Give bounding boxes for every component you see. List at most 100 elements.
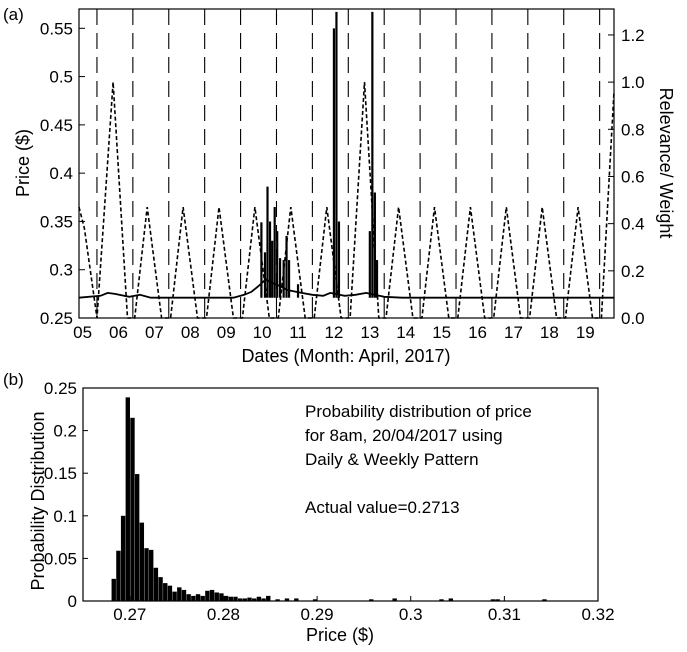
y-left-tick-label-5: 0.5 [49,68,73,87]
y-right-tick-label-5: 1.0 [621,73,645,92]
histogram-bar-12 [167,585,173,601]
histogram-bar-34 [275,599,280,601]
histogram-bar-11 [163,583,168,601]
y-tick-label-b-5: 0.25 [44,379,77,398]
histogram-bar-15 [181,589,187,601]
y-tick-label-b-4: 0.2 [53,422,77,441]
y-right-tick-label-3: 0.6 [621,167,645,186]
x-tick-label-a-13: 18 [540,323,559,342]
relevance-weight-line [78,82,615,319]
x-tick-label-a-6: 11 [289,323,307,342]
histogram-bar-41 [448,598,454,601]
y-right-tick-label-1: 0.2 [621,262,645,281]
histogram-bar-16 [186,594,191,601]
histogram-bar-8 [149,549,154,601]
histogram-bar-29 [247,597,252,601]
day-boundary-lines [96,9,601,318]
plot-frame-b [82,387,599,602]
histogram-bar-42 [490,599,496,601]
x-tick-label-a-11: 16 [468,323,487,342]
y-right-tick-label-4: 0.8 [621,120,645,139]
y-left-tick-label-4: 0.45 [40,116,73,135]
histogram-bar-32 [261,598,266,601]
histogram-bar-7 [144,548,149,601]
annotation-line-4: Actual value=0.2713 [305,498,460,517]
x-tick-label-b-5: 0.32 [581,605,614,624]
x-tick-label-a-10: 15 [432,323,451,342]
histogram-bar-22 [214,592,219,601]
histogram-bar-27 [237,598,243,601]
x-tick-label-a-0: 05 [73,323,92,342]
y-axis-left-ticks: 0.25 0.3 0.35 0.4 0.45 0.5 0.55 [40,19,85,328]
plot-frame-a [78,8,615,319]
panel-a: (a) 0.250.30.350.40.450.50.55 0.00.20.40… [3,5,676,366]
histogram-bar-30 [252,598,257,601]
x-axis-ticks-b: 0.27 0.28 0.29 0.3 0.31 0.32 [113,596,615,624]
histogram-bar-26 [233,596,238,601]
x-tick-label-a-2: 07 [145,323,164,342]
annotation-line-1: for 8am, 20/04/2017 using [305,426,503,445]
histogram-bar-38 [369,599,374,601]
histogram-bar-28 [242,598,248,601]
annotation-box: Probability distribution of price for 8am… [305,402,532,517]
histogram-bar-44 [542,599,547,601]
histogram-bar-20 [205,590,210,601]
y-left-tick-label-1: 0.3 [49,261,73,280]
histogram-bar-24 [223,595,229,601]
histogram-bar-3 [125,397,130,601]
histogram-bar-31 [256,596,262,601]
panel-b: (b) 00.050.10.150.20.25 0.27 0.28 0.29 0.3 0… [3,370,615,645]
x-axis-ticks-a: 05 06 07 08 09 10 11 12 13 14 15 16 17 18 19 [73,313,601,342]
x-tick-label-a-9: 14 [396,323,415,342]
histogram-bar-17 [191,595,196,601]
x-tick-label-a-12: 17 [504,323,523,342]
y-tick-label-b-0: 0 [68,592,77,611]
relevance-weight-series [78,82,615,319]
y-right-tick-label-2: 0.4 [621,215,645,234]
annotation-line-0: Probability distribution of price [305,402,532,421]
histogram-bar-39 [392,598,397,601]
histogram-bar-21 [209,589,215,601]
y-left-tick-label-6: 0.55 [40,19,73,38]
histogram-bar-37 [312,599,318,601]
y-axis-ticks-b: 0 0.05 0.1 0.15 0.2 0.25 [44,379,88,611]
histogram-bar-19 [200,595,205,601]
histogram-bar-10 [158,577,163,601]
y-tick-label-b-1: 0.05 [44,549,77,568]
x-tick-label-b-4: 0.31 [488,605,521,624]
histogram-bar-23 [219,593,224,601]
x-axis-label-b: Price ($) [306,625,374,645]
histogram-bar-35 [284,598,290,601]
histogram-bar-0 [111,578,116,601]
y-tick-label-b-3: 0.15 [44,464,77,483]
x-tick-label-a-4: 09 [217,323,236,342]
x-tick-label-a-3: 08 [181,323,200,342]
x-tick-label-b-1: 0.28 [207,605,240,624]
y-axis-label-left: Price ($) [13,129,33,197]
y-left-tick-label-2: 0.35 [40,212,73,231]
price-series [78,11,614,299]
x-tick-label-a-8: 13 [360,323,379,342]
panel-label-b: (b) [3,370,24,389]
histogram-bar-18 [195,594,201,601]
histogram-bar-13 [172,591,177,601]
x-tick-label-b-3: 0.3 [399,605,423,624]
histogram-bar-4 [130,417,135,601]
y-right-tick-label-0: 0.0 [621,309,645,328]
histogram-bars [111,397,547,601]
histogram-bar-6 [139,522,145,601]
y-left-tick-label-3: 0.4 [49,164,73,183]
annotation-line-2: Daily & Weekly Pattern [305,450,479,469]
y-left-tick-label-0: 0.25 [40,309,73,328]
x-tick-label-a-7: 12 [324,323,343,342]
histogram-bar-2 [120,515,126,601]
x-tick-label-a-5: 10 [253,323,272,342]
y-axis-label-b: Probability Distribution [28,411,48,590]
x-tick-label-a-1: 06 [109,323,128,342]
histogram-bar-33 [266,595,271,601]
x-tick-label-b-2: 0.29 [301,605,334,624]
histogram-bar-9 [153,567,159,601]
histogram-bar-43 [495,599,500,601]
histogram-bar-14 [177,587,182,601]
